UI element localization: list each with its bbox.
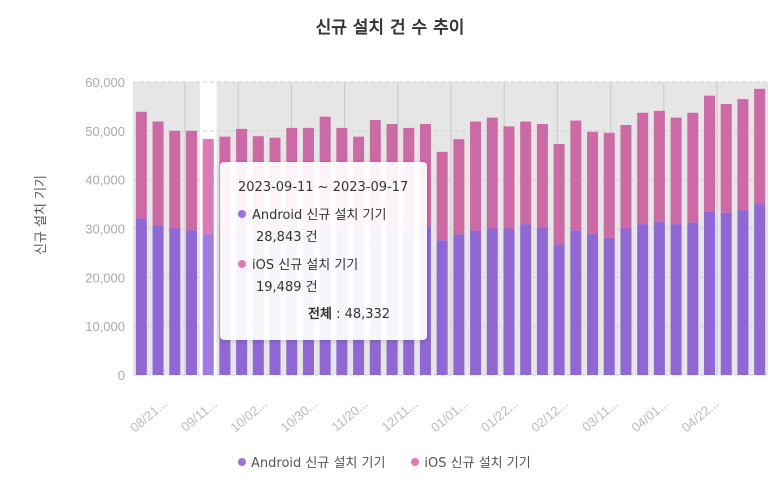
bar-android <box>152 225 164 375</box>
bar-android <box>486 228 498 375</box>
legend-item-android[interactable]: Android 신규 설치 기기 <box>238 452 385 471</box>
legend: Android 신규 설치 기기 iOS 신규 설치 기기 <box>238 452 531 471</box>
bar-ios <box>653 110 665 222</box>
bar-ios <box>470 121 482 231</box>
bar-ios <box>637 112 649 225</box>
bar-android <box>520 224 532 375</box>
ios-dot-icon <box>238 259 246 268</box>
android-dot-icon <box>238 209 246 218</box>
bar-ios <box>737 99 749 210</box>
bar-ios <box>169 130 181 229</box>
y-tick-label: 10,000 <box>85 319 125 334</box>
bar-ios <box>553 144 565 245</box>
bar-android <box>704 211 716 375</box>
bar-android <box>720 212 732 375</box>
bar-android <box>453 234 465 375</box>
y-tick-label: 40,000 <box>85 173 125 188</box>
bar-ios <box>453 139 465 235</box>
x-tick-label: 10/02... <box>227 396 270 435</box>
legend-label: iOS 신규 설치 기기 <box>424 456 531 471</box>
x-tick-label: 10/30... <box>278 396 321 435</box>
bar-android <box>754 204 766 375</box>
bar-ios <box>720 103 732 213</box>
bar-android <box>185 230 197 375</box>
tooltip-ios-label: iOS 신규 설치 기기 <box>252 258 359 273</box>
bar-android <box>570 230 582 375</box>
x-tick-label: 04/01... <box>628 396 671 435</box>
x-tick-label: 03/11... <box>579 396 621 435</box>
x-tick-label: 04/22... <box>679 396 722 435</box>
y-tick-label: 0 <box>118 368 125 383</box>
bar-android <box>553 244 565 375</box>
bar-android <box>687 222 699 375</box>
y-tick-label: 20,000 <box>85 270 125 285</box>
bar-android <box>603 237 615 375</box>
bar-ios <box>687 112 699 223</box>
bar-android <box>653 221 665 375</box>
bar-ios <box>620 124 632 229</box>
bar-ios <box>587 131 599 234</box>
bar-android <box>169 228 181 375</box>
bar-ios <box>754 88 766 205</box>
bar-android <box>436 240 448 375</box>
tooltip-ios-value: 19,489 건 <box>256 280 318 295</box>
tooltip-total-label: 전체 <box>308 307 332 322</box>
bar-android <box>503 228 515 375</box>
bar-ios <box>135 111 147 219</box>
bar-ios <box>704 95 716 212</box>
tooltip-range: 2023-09-11 ~ 2023-09-17 <box>238 180 409 195</box>
y-tick-label: 30,000 <box>85 222 125 237</box>
ios-dot-icon <box>411 457 420 466</box>
android-dot-icon <box>238 457 246 466</box>
bar-android <box>135 218 147 375</box>
bar-ios <box>503 126 515 229</box>
x-tick-label: 02/12... <box>528 396 571 435</box>
tooltip: 2023-09-11 ~ 2023-09-17 Android 신규 설치 기기… <box>220 162 427 340</box>
chart-title: 신규 설치 건 수 추이 <box>316 18 465 38</box>
legend-label: Android 신규 설치 기기 <box>251 456 386 471</box>
tooltip-android-label: Android 신규 설치 기기 <box>252 208 387 223</box>
y-axis-label: 신규 설치 기기 <box>34 175 49 255</box>
bar-ios <box>603 132 615 238</box>
bar-ios <box>520 121 532 225</box>
x-tick-label: 09/11... <box>178 396 220 435</box>
bar-ios <box>536 123 548 228</box>
bar-ios <box>486 117 498 229</box>
bar-android <box>737 209 749 375</box>
bar-ios <box>570 120 582 231</box>
y-tick-label: 60,000 <box>85 75 125 90</box>
x-tick-label: 08/21... <box>127 396 170 435</box>
bar-android <box>670 224 682 375</box>
bar-android <box>202 234 214 375</box>
bar-android <box>536 227 548 375</box>
bar-android <box>470 230 482 375</box>
legend-item-ios[interactable]: iOS 신규 설치 기기 <box>411 452 531 471</box>
x-tick-label: 01/01... <box>428 396 471 435</box>
tooltip-android-value: 28,843 건 <box>256 230 318 245</box>
bar-android <box>587 233 599 375</box>
bar-android <box>620 228 632 375</box>
bar-ios <box>670 117 682 225</box>
bar-ios <box>152 121 164 226</box>
bar-ios <box>185 130 197 231</box>
tooltip-total-value: : 48,332 <box>336 307 391 322</box>
y-tick-label: 50,000 <box>85 124 125 139</box>
x-tick-label: 11/20... <box>328 396 370 435</box>
x-tick-label: 12/11... <box>379 396 421 435</box>
bar-ios <box>436 151 448 241</box>
bar-ios <box>202 138 214 235</box>
x-tick-label: 01/22... <box>478 396 521 435</box>
bar-android <box>637 224 649 375</box>
